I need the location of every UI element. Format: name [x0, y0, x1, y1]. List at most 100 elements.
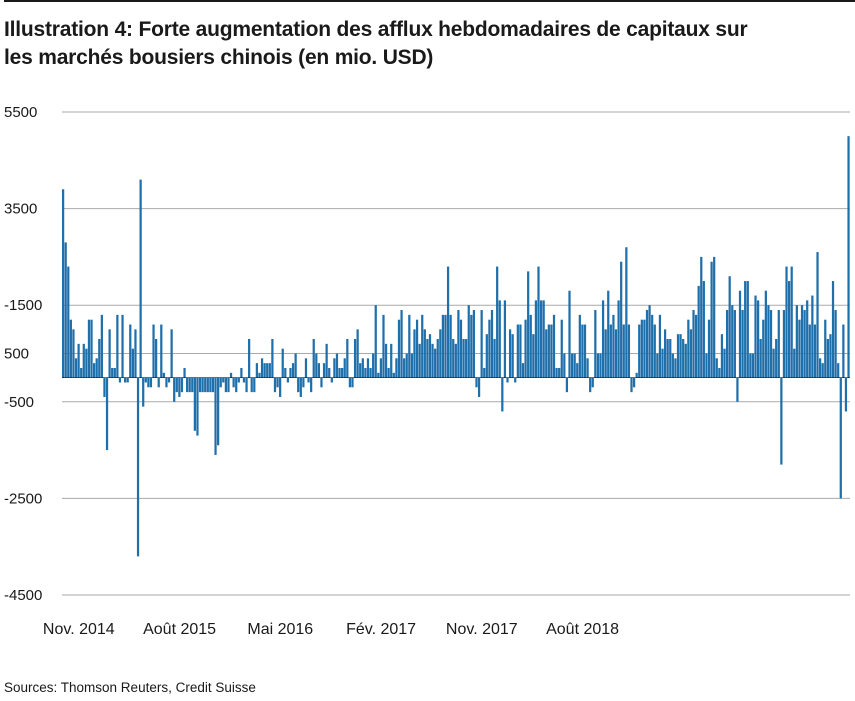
bar — [242, 377, 246, 383]
bar — [558, 367, 561, 378]
bar — [408, 314, 411, 378]
bar — [436, 339, 439, 378]
bar — [457, 310, 460, 378]
bar — [550, 324, 553, 378]
bar — [811, 295, 814, 378]
bar — [201, 377, 204, 393]
bar — [93, 363, 96, 378]
bar — [294, 353, 297, 378]
bar — [441, 314, 445, 378]
bar — [736, 377, 739, 402]
bar — [648, 305, 651, 378]
source-note: Sources: Thomson Reuters, Credit Suisse — [4, 680, 256, 695]
bar — [658, 314, 662, 378]
bar — [620, 261, 623, 378]
bar — [607, 290, 610, 378]
bar — [596, 353, 600, 378]
bar — [568, 290, 571, 378]
bar — [790, 266, 793, 378]
bar — [467, 305, 470, 378]
bar — [488, 319, 491, 378]
bar — [490, 310, 494, 378]
bar — [666, 339, 669, 378]
bar — [227, 377, 230, 393]
bar — [214, 377, 217, 455]
x-tick-label: Mai 2016 — [247, 621, 313, 638]
y-axis-labels: 5500 3500 -1500 500 -500 -2500 -4500 — [4, 104, 42, 604]
bar — [395, 358, 398, 378]
bar — [322, 363, 326, 378]
bar — [248, 339, 251, 378]
bar — [400, 310, 403, 378]
bar — [250, 377, 253, 393]
bar — [335, 353, 339, 378]
bar — [129, 324, 132, 378]
bar — [824, 319, 827, 378]
bar — [304, 358, 308, 378]
bar — [485, 334, 488, 378]
bar — [656, 353, 659, 378]
bar — [160, 324, 163, 378]
bar — [617, 300, 620, 378]
bar — [178, 377, 181, 397]
bar — [532, 334, 535, 378]
bar — [764, 290, 767, 378]
y-tick-label: -1500 — [4, 297, 42, 314]
bar — [263, 363, 266, 378]
bar — [640, 319, 643, 378]
bar — [498, 300, 501, 378]
bar — [191, 377, 194, 393]
bar — [211, 377, 215, 393]
bar — [749, 353, 752, 378]
bar — [62, 189, 65, 378]
chart-title-line-2: les marchés bousiers chinois (en mio. US… — [4, 46, 434, 69]
bar — [723, 348, 726, 378]
bar — [343, 358, 346, 378]
x-tick-label: Nov. 2017 — [446, 621, 518, 638]
bar — [268, 363, 271, 378]
bar — [816, 252, 819, 378]
bar — [134, 329, 137, 378]
bar — [625, 247, 628, 378]
bar — [746, 281, 749, 378]
bar — [147, 377, 150, 388]
bar — [410, 353, 414, 378]
bar — [397, 319, 401, 378]
bar — [353, 339, 357, 378]
bar — [630, 377, 633, 393]
bar — [382, 314, 385, 378]
bar — [697, 285, 700, 378]
bar — [501, 377, 504, 412]
bar — [638, 324, 641, 378]
bar — [377, 372, 380, 378]
bar — [632, 377, 636, 388]
bar — [299, 377, 302, 397]
bar — [428, 334, 432, 378]
bar — [237, 377, 240, 383]
bar — [217, 377, 220, 446]
bar — [674, 358, 677, 378]
bar — [591, 377, 594, 388]
bar — [253, 377, 256, 393]
bar — [255, 363, 258, 378]
bar — [348, 377, 352, 388]
bar — [682, 339, 685, 378]
bar — [64, 242, 67, 378]
bar — [702, 281, 705, 378]
bar — [415, 319, 419, 378]
bar — [744, 281, 747, 378]
bar — [521, 363, 525, 378]
bar — [452, 339, 455, 378]
bar — [847, 136, 850, 378]
bar — [787, 281, 791, 378]
bar — [165, 377, 168, 388]
bar — [552, 314, 556, 378]
bar — [573, 353, 576, 378]
bar — [826, 339, 829, 378]
top-rule — [4, 0, 855, 2]
bar-series — [62, 136, 850, 557]
chart-title-line-1: Illustration 4: Forte augmentation des a… — [4, 18, 748, 41]
y-tick-label: -2500 — [4, 490, 42, 507]
bar — [581, 324, 584, 378]
bar — [651, 314, 654, 378]
